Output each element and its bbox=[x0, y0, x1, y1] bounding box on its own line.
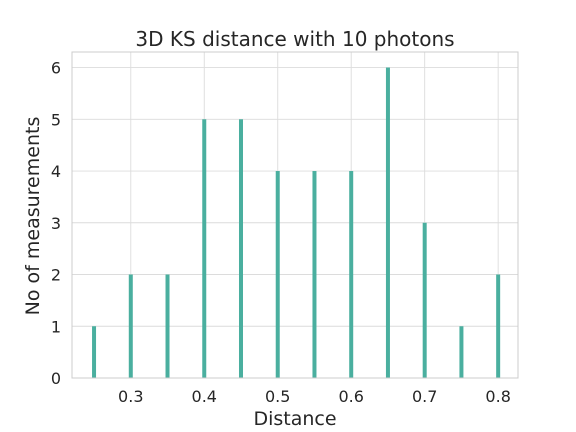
bar bbox=[238, 119, 243, 379]
bar bbox=[422, 222, 427, 378]
y-tick-label: 0 bbox=[51, 369, 61, 388]
x-tick-label: 0.4 bbox=[192, 387, 217, 406]
chart-title: 3D KS distance with 10 photons bbox=[135, 27, 454, 51]
x-tick-label: 0.6 bbox=[338, 387, 363, 406]
bar bbox=[459, 326, 464, 378]
bar bbox=[349, 171, 354, 378]
bar bbox=[385, 67, 390, 379]
x-tick-label: 0.3 bbox=[118, 387, 143, 406]
bar bbox=[165, 274, 170, 378]
x-tick-label: 0.5 bbox=[265, 387, 290, 406]
bar bbox=[496, 274, 501, 378]
x-tick-label: 0.7 bbox=[412, 387, 437, 406]
bar bbox=[92, 326, 97, 378]
bar bbox=[202, 119, 207, 379]
bar bbox=[275, 171, 280, 378]
x-axis-label: Distance bbox=[253, 408, 336, 430]
x-tick-label: 0.8 bbox=[485, 387, 510, 406]
y-axis-label: No of measurements bbox=[22, 117, 44, 316]
y-tick-labels: 0 1 2 3 4 5 6 bbox=[51, 59, 61, 388]
y-tick-label: 6 bbox=[51, 59, 61, 78]
y-tick-label: 3 bbox=[51, 214, 61, 233]
bars-layer bbox=[92, 67, 501, 379]
y-tick-label: 1 bbox=[51, 317, 61, 336]
bar bbox=[128, 274, 133, 378]
y-tick-label: 5 bbox=[51, 110, 61, 129]
y-tick-label: 4 bbox=[51, 162, 61, 181]
bar bbox=[312, 171, 317, 378]
plot-frame bbox=[71, 51, 519, 379]
y-tick-label: 2 bbox=[51, 266, 61, 285]
x-tick-labels: 0.3 0.4 0.5 0.6 0.7 0.8 bbox=[118, 387, 511, 406]
grid-layer bbox=[72, 52, 518, 379]
